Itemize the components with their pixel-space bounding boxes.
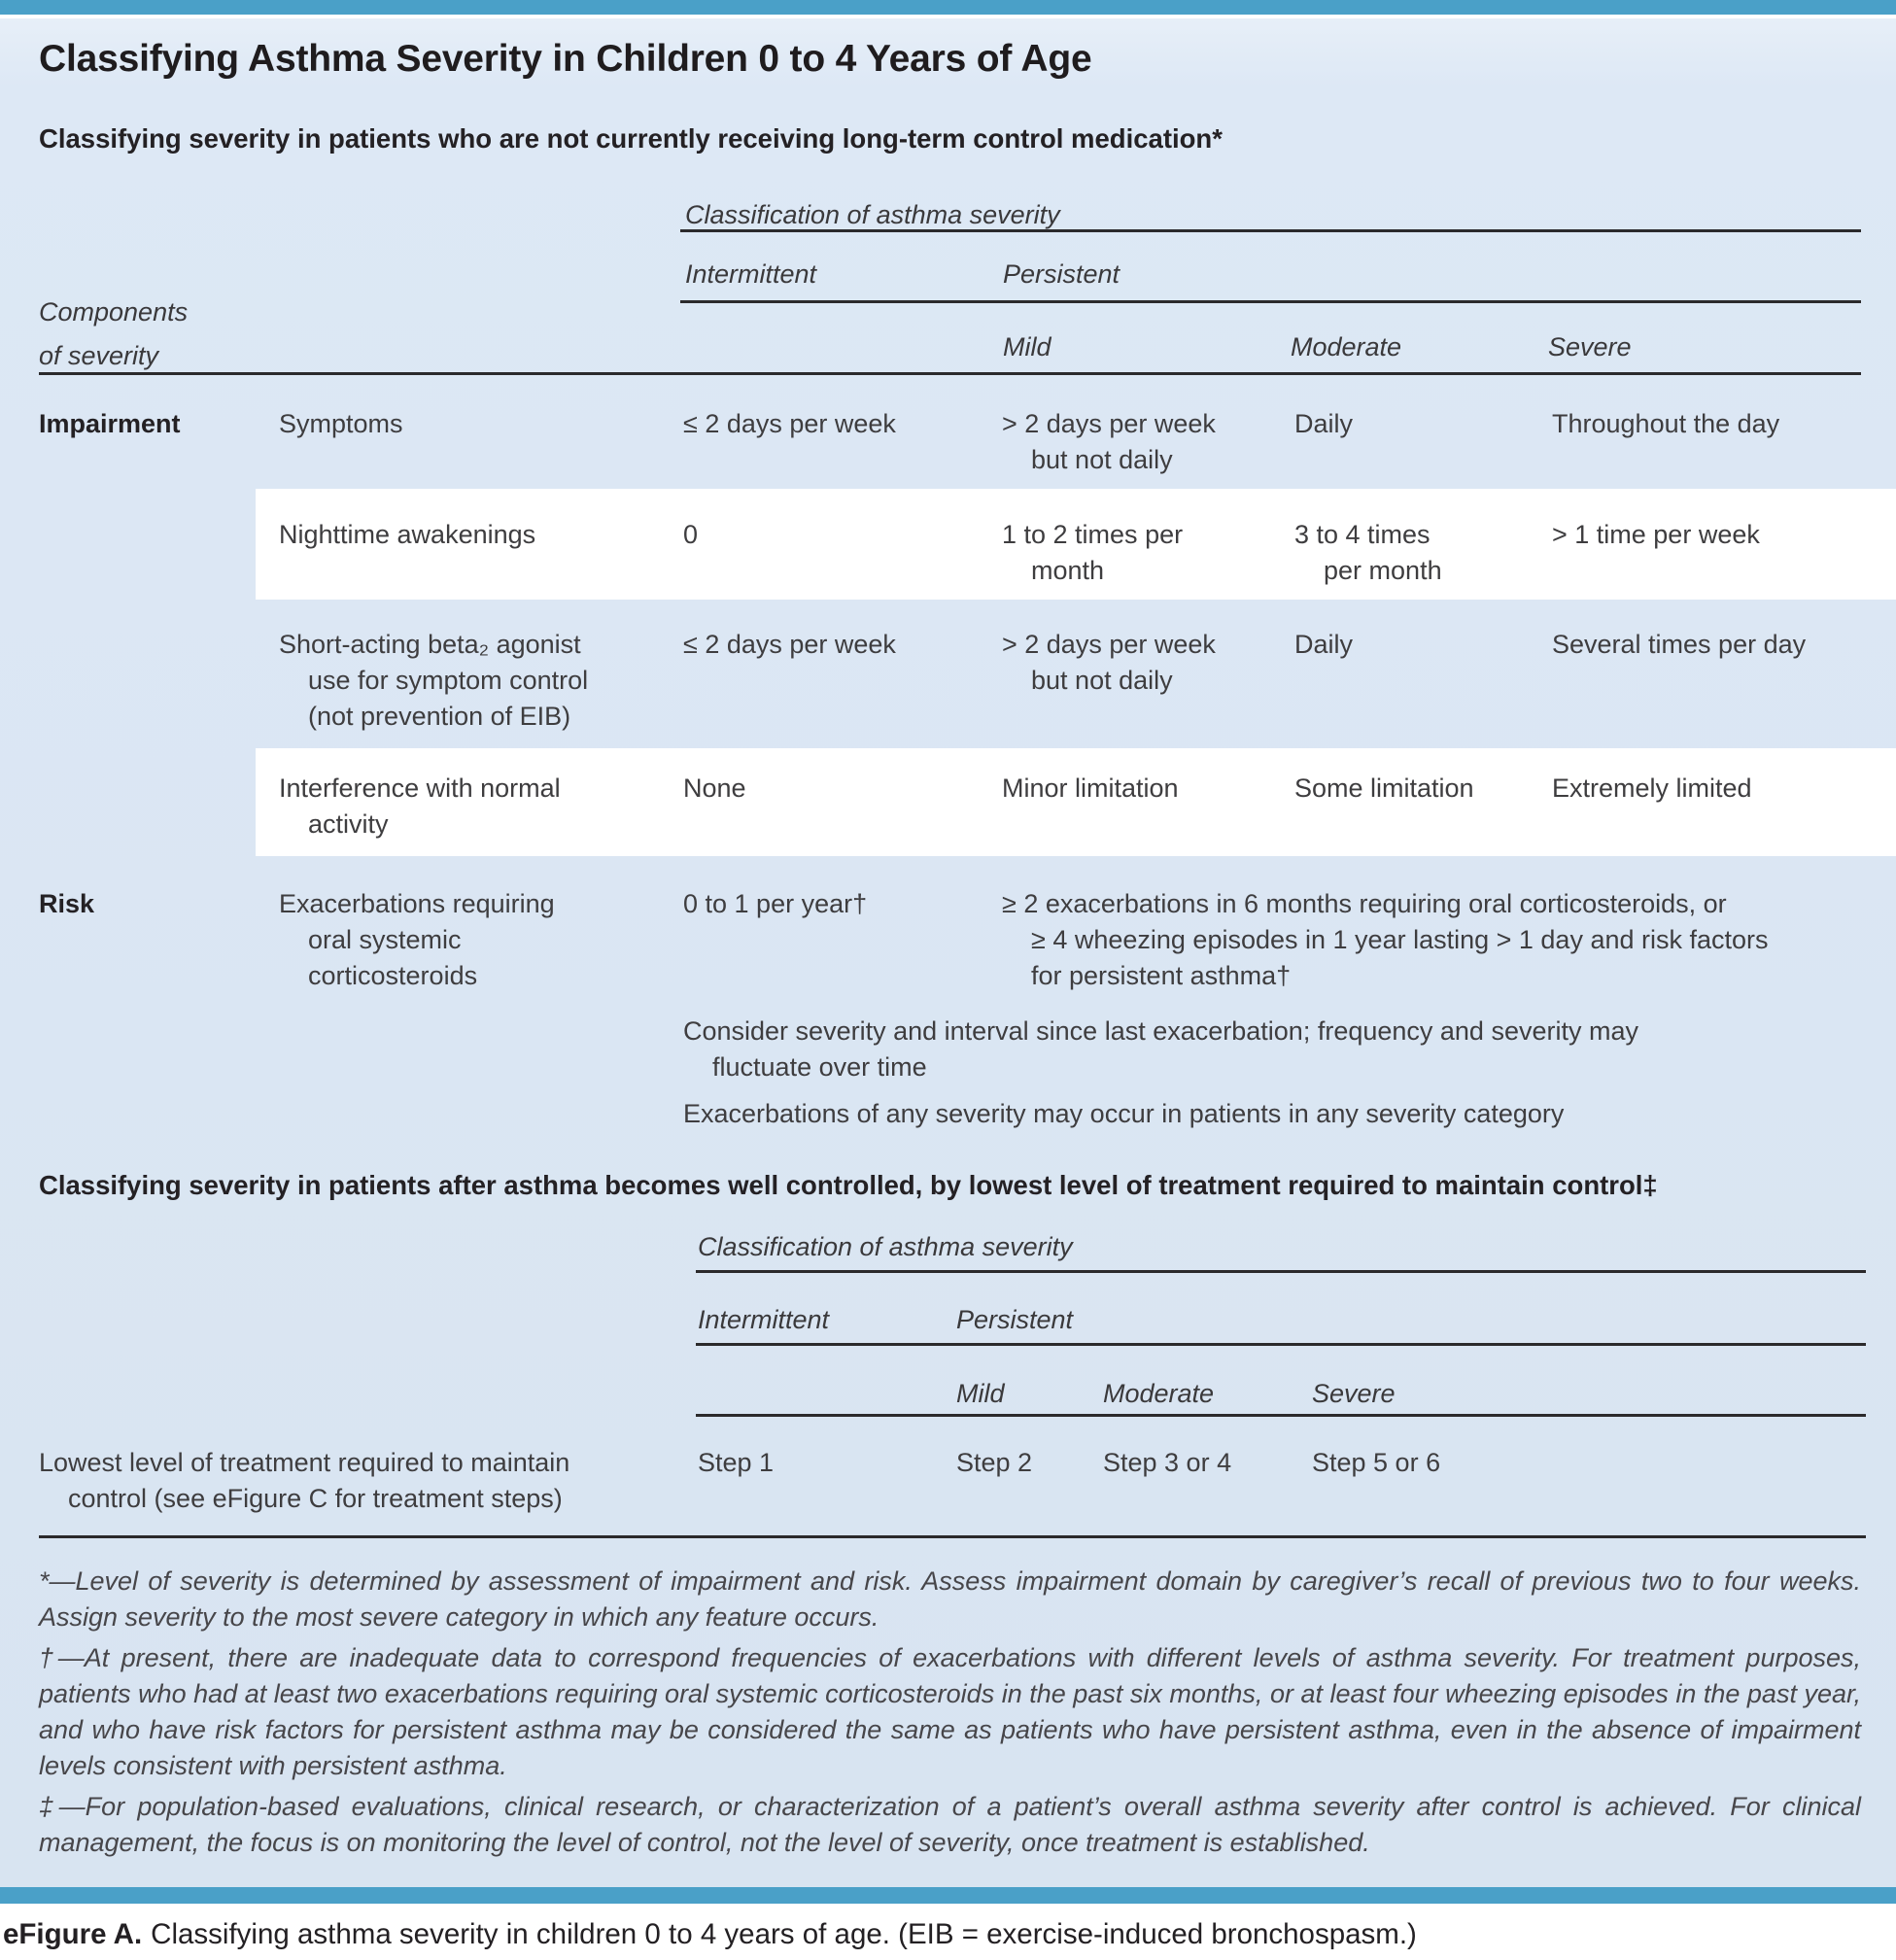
table1-col-persistent: Persistent [1003,259,1120,289]
row1-moderate: Daily [1294,409,1354,438]
row3-moderate: Daily [1294,630,1354,659]
row1-intermittent: ≤ 2 days per week [683,409,896,438]
row2-mild: 1 to 2 times per month [1002,520,1184,585]
table2-rule-3 [696,1414,1866,1417]
row-group-risk: Risk [39,889,95,918]
table2-rule-2 [696,1343,1866,1346]
step-intermittent: Step 1 [698,1448,775,1477]
bottom-accent-bar [0,1887,1896,1904]
row-band-nighttime [256,489,1896,600]
row4-moderate: Some limitation [1294,774,1474,803]
table1-col-mild: Mild [1003,332,1051,361]
footnote-double-dagger: ‡—For population-based evaluations, clin… [39,1792,1861,1857]
table2-rule-1 [696,1270,1866,1273]
table1-rule-2 [680,300,1861,303]
top-accent-bar [0,0,1896,15]
risk-note-2: Exacerbations of any severity may occur … [683,1099,1565,1128]
table2-col-severe: Severe [1312,1379,1396,1408]
row4-mild: Minor limitation [1002,774,1179,803]
row2-moderate: 3 to 4 times per month [1294,520,1442,585]
row4-severe: Extremely limited [1552,774,1752,803]
table1-col-severe: Severe [1548,332,1632,361]
row3-intermittent: ≤ 2 days per week [683,630,896,659]
row-group-impairment: Impairment [39,409,181,438]
footnote-asterisk: *—Level of severity is determined by ass… [39,1566,1861,1632]
caption-label: eFigure A. [3,1918,143,1950]
caption-text: Classifying asthma severity in children … [151,1918,1417,1950]
table2-classification-header: Classification of asthma severity [698,1232,1073,1261]
table2-row-label: Lowest level of treatment required to ma… [39,1448,570,1513]
section2-heading: Classifying severity in patients after a… [39,1170,1658,1200]
table1-rule-3 [39,372,1861,375]
row5-component: Exacerbations requiring oral systemic co… [279,889,555,990]
step-mild: Step 2 [956,1448,1033,1477]
row3-severe: Several times per day [1552,630,1807,659]
figure-caption: eFigure A. Classifying asthma severity in… [3,1916,1888,1953]
table2-col-persistent: Persistent [956,1305,1074,1334]
row3-mild: > 2 days per week but not daily [1002,630,1216,695]
table2-col-intermittent: Intermittent [698,1305,830,1334]
row-band-interference [256,748,1896,856]
table2-bottom-rule [39,1535,1866,1538]
row3-component: Short-acting beta₂ agonist use for sympt… [279,630,589,731]
table1-col-moderate: Moderate [1291,332,1402,361]
step-severe: Step 5 or 6 [1312,1448,1441,1477]
row2-severe: > 1 time per week [1552,520,1760,549]
figure-title: Classifying Asthma Severity in Children … [39,38,1092,80]
risk-note-1: Consider severity and interval since las… [683,1016,1638,1082]
footnotes: *—Level of severity is determined by ass… [39,1564,1861,1866]
row4-component: Interference with normal activity [279,774,561,839]
table1-components-label: Components of severity [39,297,189,370]
footnote-dagger: †—At present, there are inadequate data … [39,1643,1861,1780]
row5-intermittent: 0 to 1 per year† [683,889,868,918]
section1-heading: Classifying severity in patients who are… [39,123,1223,154]
table1-col-intermittent: Intermittent [685,259,817,289]
table2-col-mild: Mild [956,1379,1005,1408]
table1-classification-header: Classification of asthma severity [685,200,1060,229]
row5-persistent-note: ≥ 2 exacerbations in 6 months requiring … [1002,889,1769,990]
table2-col-moderate: Moderate [1103,1379,1215,1408]
row1-severe: Throughout the day [1552,409,1780,438]
figure-panel: Classifying Asthma Severity in Children … [0,18,1896,1887]
row1-component: Symptoms [279,409,403,438]
row2-component: Nighttime awakenings [279,520,536,549]
row2-intermittent: 0 [683,520,699,549]
step-moderate: Step 3 or 4 [1103,1448,1232,1477]
row1-mild: > 2 days per week but not daily [1002,409,1216,474]
row4-intermittent: None [683,774,746,803]
table1-rule-1 [680,229,1861,232]
